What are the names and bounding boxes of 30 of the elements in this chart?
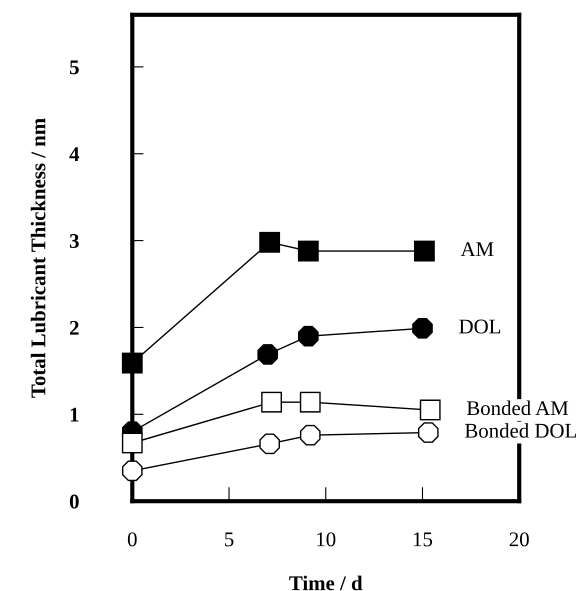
point [298, 240, 319, 262]
x-tick-label: 0 [128, 532, 137, 546]
y-tick-label: 0 [70, 494, 79, 509]
point [261, 392, 282, 413]
series-label: Bonded DOL [464, 423, 576, 438]
point [412, 318, 433, 339]
x-tick-label: 10 [317, 532, 336, 546]
x-tick-label: 20 [510, 532, 529, 546]
y-tick-label: 5 [70, 60, 79, 74]
point [420, 400, 441, 420]
x-axis-title: Time / d [289, 576, 362, 590]
point [298, 326, 319, 346]
y-tick-label: 2 [70, 320, 79, 335]
point [300, 392, 321, 413]
point [122, 460, 143, 482]
y-axis-title: Total Lubricant Thickness / nm [30, 118, 46, 398]
point [122, 352, 143, 374]
point [414, 240, 435, 262]
y-tick-label: 4 [69, 147, 80, 161]
series-label: AM [460, 242, 494, 256]
y-tick-label: 1 [70, 408, 78, 422]
x-tick-label: 5 [225, 532, 234, 546]
y-tick-label: 3 [70, 234, 79, 248]
x-tick-label: 15 [414, 532, 432, 546]
series-label: DOL [459, 320, 500, 334]
point [122, 432, 143, 454]
series-label: Bonded AM [466, 400, 568, 416]
point [300, 424, 321, 446]
point [259, 232, 280, 253]
point [257, 344, 278, 365]
